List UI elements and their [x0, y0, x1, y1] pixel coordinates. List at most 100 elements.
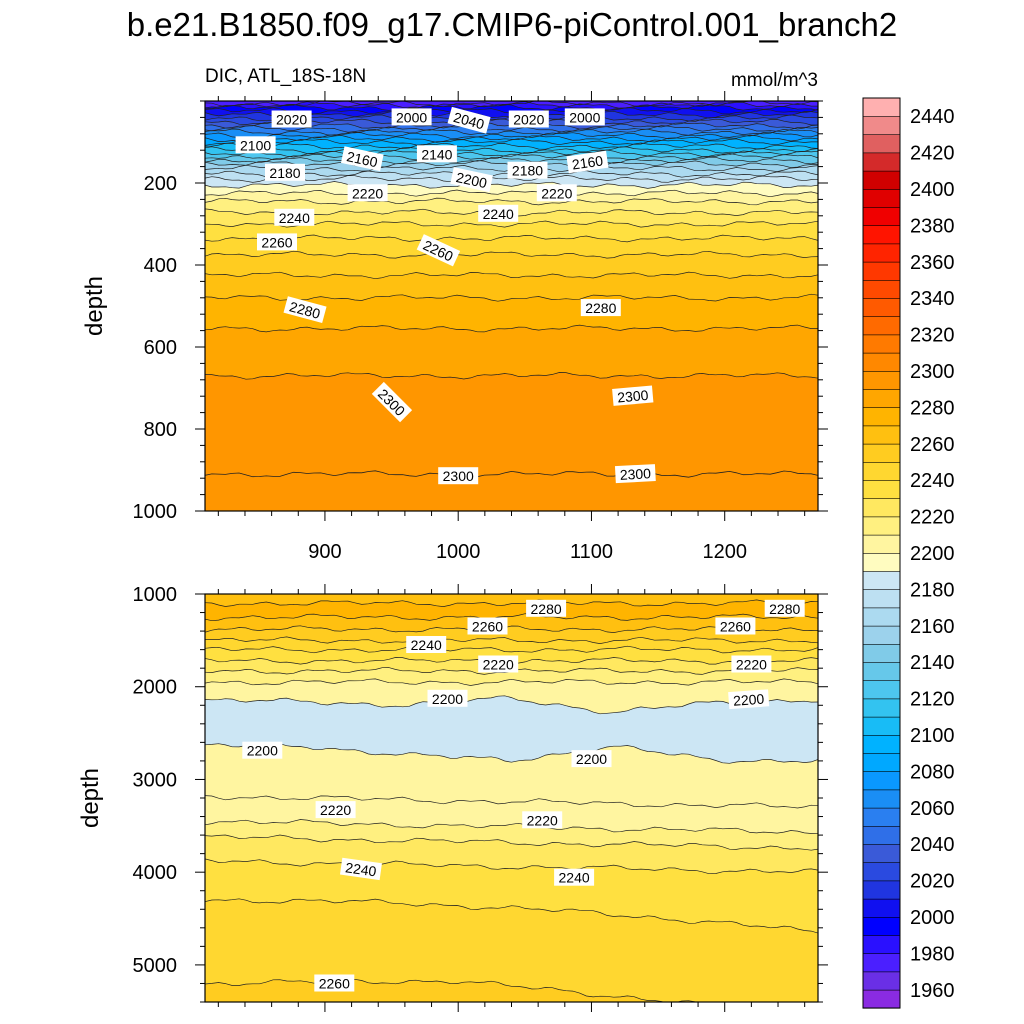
colorbar-swatch [862, 334, 901, 354]
contour-line [205, 858, 818, 875]
contour-line [205, 695, 818, 715]
contour-label: 2240 [274, 208, 315, 226]
contour-label: 2220 [536, 184, 577, 202]
contour-label: 2200 [450, 167, 493, 193]
contour-label-box [257, 233, 297, 251]
colorbar-swatch [862, 461, 901, 481]
contour-label-box [315, 801, 356, 819]
contour-label: 2220 [522, 811, 563, 829]
contour-label-text: 2240 [483, 206, 514, 222]
contour-label-box [283, 296, 327, 324]
contour-label-box [274, 208, 315, 226]
colorbar-swatch [862, 771, 901, 791]
contour-label: 2300 [612, 385, 654, 406]
contour-label-text: 2220 [483, 657, 514, 673]
colorbar-swatch [862, 498, 901, 518]
contour-label: 2240 [554, 868, 595, 886]
contour-label-text: 2180 [269, 165, 300, 181]
colorbar: 1960 1980 2000 2020 2040 2060 2080 2100 2120 2140… [862, 97, 955, 1009]
contour-label: 2020 [508, 110, 549, 128]
contour-label-text: 2200 [733, 691, 765, 709]
contour-label-text: 2000 [569, 109, 600, 125]
contour-line [205, 153, 818, 161]
contour-label-box [508, 110, 549, 128]
colorbar-label: 2300 [910, 361, 955, 383]
contour-label-text: 2140 [421, 146, 452, 162]
contour-label-box [478, 655, 519, 673]
contour-label: 2300 [614, 464, 656, 484]
contour-line [205, 293, 818, 302]
contour-label-box [391, 108, 432, 126]
contour-label-text: 2300 [617, 387, 650, 406]
y-tick-label: 400 [144, 255, 177, 277]
contour-line [205, 101, 818, 109]
colorbar-label: 2320 [910, 325, 955, 347]
contour-label: 2160 [340, 146, 384, 172]
contour-label: 2220 [315, 801, 356, 819]
contour-label-text: 2000 [396, 109, 427, 125]
contour-line [205, 470, 818, 478]
colorbar-label: 2340 [910, 288, 955, 310]
colorbar-label: 2000 [910, 907, 955, 929]
contour-label-text: 2260 [720, 619, 751, 635]
contour-line [205, 103, 818, 112]
contour-label-box [564, 108, 605, 126]
contour-label-box [478, 204, 519, 222]
colorbar-swatch [862, 916, 901, 936]
contour-label-box [406, 636, 447, 653]
contour-line [205, 131, 818, 140]
contour-label: 2200 [571, 750, 612, 768]
colorbar-label: 2040 [910, 834, 955, 856]
colorbar-swatch [862, 297, 901, 318]
contour-label-box [438, 467, 479, 485]
contour-label-text: 2280 [531, 601, 562, 617]
contour-label-text: 2220 [736, 657, 767, 673]
contour-label: 2240 [339, 857, 382, 881]
plot-area: 2280 2280 2260 2260 2240 2220 2220 2200 2200 2200… [205, 594, 818, 1002]
colorbar-label: 2140 [910, 652, 955, 674]
colorbar-swatch [862, 825, 901, 845]
colorbar-swatch [862, 716, 901, 736]
colorbar-swatch [862, 443, 901, 463]
colorbar-swatch [862, 115, 901, 135]
contour-label: 2020 [271, 110, 312, 128]
contour-line [205, 134, 818, 143]
contour-line [205, 181, 818, 189]
contour-label-box [522, 811, 563, 829]
colorbar-swatch [862, 97, 901, 117]
contour-label-text: 2180 [512, 163, 543, 179]
colorbar-swatch [862, 880, 901, 900]
y-tick-label: 1000 [133, 584, 178, 606]
contour-line [205, 819, 818, 834]
contour-label: 2200 [427, 689, 468, 707]
contour-label: 2220 [731, 655, 772, 673]
contour-label-box [580, 299, 621, 317]
colorbar-swatch [862, 752, 901, 773]
contour-label: 2200 [728, 689, 770, 710]
contour-label-box [450, 167, 493, 193]
contour-label-box [526, 599, 567, 617]
colorbar-swatch [862, 734, 901, 754]
colorbar-swatch [862, 188, 901, 208]
colorbar-swatch [862, 953, 901, 973]
contour-label-text: 2280 [769, 601, 800, 617]
contour-label: 2260 [257, 233, 297, 251]
contour-label-text: 2220 [320, 802, 351, 818]
contour-label-box [728, 689, 770, 710]
colorbar-swatch [862, 261, 901, 281]
contour-line [205, 189, 818, 198]
x-tick-label: 1000 [436, 541, 481, 563]
colorbar-swatch [862, 570, 901, 591]
contour-line [205, 645, 818, 654]
colorbar-swatch [862, 607, 901, 627]
colorbar-label: 2200 [910, 543, 955, 565]
colorbar-swatch [862, 134, 901, 154]
colorbar-label: 2440 [910, 106, 955, 128]
contour-label-text: 2260 [472, 619, 503, 635]
colorbar-swatch [862, 643, 901, 663]
fill-band [205, 695, 818, 764]
colorbar-swatch [862, 934, 901, 955]
colorbar-swatch [862, 388, 901, 409]
colorbar-label: 2160 [910, 616, 955, 638]
